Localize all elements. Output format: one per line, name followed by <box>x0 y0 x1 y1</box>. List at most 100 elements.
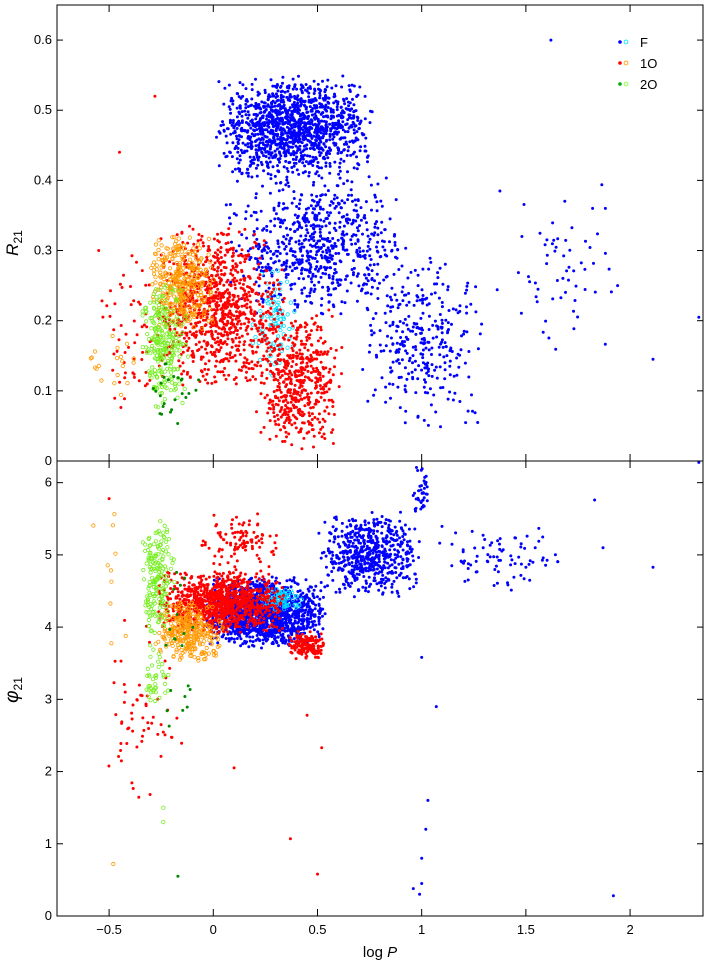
r21-point-f-filled <box>293 125 297 129</box>
r21-point-1o-filled <box>232 280 236 284</box>
r21-point-1o-open <box>167 266 173 271</box>
r21-point-1o-filled <box>145 325 149 329</box>
r21-point-1o-filled <box>290 382 293 386</box>
r21-point-f-filled <box>408 356 412 360</box>
r21-point-f-filled <box>358 85 362 89</box>
r21-point-1o-filled <box>305 338 309 342</box>
r21-point-f-filled <box>375 249 379 253</box>
r21-point-f-filled <box>276 169 280 173</box>
r21-point-f-filled <box>331 237 335 240</box>
r21-point-1o-filled <box>192 334 196 338</box>
r21-ytick-label: 0.5 <box>34 102 52 117</box>
r21-point-1o-filled <box>311 405 315 409</box>
r21-point-f-filled <box>448 364 452 368</box>
r21-point-f-filled <box>294 131 298 135</box>
r21-point-f-filled <box>570 226 574 230</box>
r21-point-f-filled <box>227 105 231 109</box>
r21-point-1o-filled <box>144 283 148 287</box>
r21-point-1o-filled <box>214 380 218 384</box>
r21-point-f-filled <box>292 197 296 200</box>
r21-point-f-filled <box>289 247 293 251</box>
r21-point-f-filled <box>474 285 478 289</box>
r21-point-1o-filled <box>278 308 282 312</box>
r21-point-f-filled <box>303 286 306 290</box>
r21-point-f-filled <box>326 78 330 82</box>
r21-point-f-filled <box>576 315 580 319</box>
r21-point-f-filled <box>254 112 258 116</box>
r21-point-f-filled <box>324 217 328 221</box>
r21-point-1o-filled <box>291 360 295 363</box>
r21-point-1o-filled <box>257 262 261 266</box>
r21-point-1o-filled <box>268 327 272 331</box>
r21-point-f-filled <box>361 249 365 253</box>
r21-point-f-filled <box>334 99 338 103</box>
r21-point-1o-filled <box>219 269 223 272</box>
r21-point-1o-filled <box>305 361 309 365</box>
r21-point-1o-filled <box>231 293 235 297</box>
r21-point-f-filled <box>286 89 290 93</box>
r21-point-2o-filled <box>197 378 201 382</box>
r21-point-f-filled <box>321 250 325 254</box>
r21-point-1o-filled <box>286 354 290 358</box>
r21-point-f-filled <box>238 134 242 138</box>
r21-point-f-filled <box>308 291 312 295</box>
r21-point-f-filled <box>313 287 317 291</box>
r21-point-f-filled <box>352 114 356 118</box>
r21-point-1o-filled <box>181 383 185 387</box>
r21-point-1o-filled <box>275 362 279 366</box>
r21-point-f-filled <box>359 206 363 210</box>
r21-point-f-filled <box>286 233 289 237</box>
r21-point-f-filled <box>352 128 356 132</box>
r21-point-f-filled <box>462 332 466 336</box>
r21-point-1o-filled <box>227 312 231 316</box>
r21-point-1o-filled <box>186 349 190 352</box>
r21-point-1o-filled <box>321 374 325 378</box>
r21-point-f-filled <box>545 262 549 266</box>
r21-point-1o-filled <box>281 369 285 372</box>
r21-point-f-filled <box>307 131 311 135</box>
r21-point-f-filled <box>462 329 466 333</box>
r21-point-f-filled <box>260 150 264 154</box>
r21-point-1o-filled <box>228 303 232 306</box>
r21-point-1o-filled <box>204 362 207 366</box>
r21-point-f-filled <box>317 121 321 125</box>
r21-point-1o-filled <box>259 381 263 385</box>
r21-point-f-filled <box>385 274 389 278</box>
r21-point-f-filled <box>294 158 298 161</box>
r21-point-f-filled <box>327 248 331 252</box>
r21-point-f-filled <box>259 111 263 114</box>
r21-point-1o-filled <box>231 273 235 277</box>
r21-point-1o-filled <box>254 242 258 246</box>
r21-point-f-filled <box>235 134 238 138</box>
r21-point-2o-open <box>154 294 159 300</box>
r21-point-1o-filled <box>293 370 297 374</box>
r21-point-f-filled <box>274 92 278 96</box>
r21-point-1o-filled <box>318 353 322 357</box>
r21-point-f-filled <box>246 174 250 178</box>
r21-point-f-filled <box>321 111 325 114</box>
r21-point-f-filled <box>295 155 299 159</box>
r21-point-f-filled <box>347 116 351 120</box>
r21-point-f-filled <box>352 110 356 114</box>
r21-point-1o-filled <box>319 395 323 399</box>
r21-point-f-filled <box>284 245 288 248</box>
r21-point-1o-filled <box>327 398 331 402</box>
r21-point-f-filled <box>352 208 356 212</box>
r21-point-f-filled <box>384 385 388 389</box>
r21-point-f-filled <box>277 259 281 263</box>
r21-point-f-filled <box>260 100 264 104</box>
r21-point-f-filled <box>261 116 265 120</box>
r21-point-f-filled <box>303 213 307 217</box>
r21-point-1o-filled <box>234 359 238 363</box>
r21-point-f-filled <box>316 134 320 138</box>
r21-point-f-filled <box>304 237 308 241</box>
r21-point-1o-filled <box>291 349 295 353</box>
r21-point-f-filled <box>251 122 255 126</box>
r21-point-f-filled <box>244 106 248 110</box>
r21-point-f-filled <box>225 154 229 158</box>
r21-point-f-filled <box>368 121 372 125</box>
r21-point-f-filled <box>433 291 437 295</box>
r21-point-f-filled <box>550 242 554 246</box>
r21-point-2o-filled <box>184 396 188 399</box>
r21-point-1o-filled <box>274 422 278 426</box>
